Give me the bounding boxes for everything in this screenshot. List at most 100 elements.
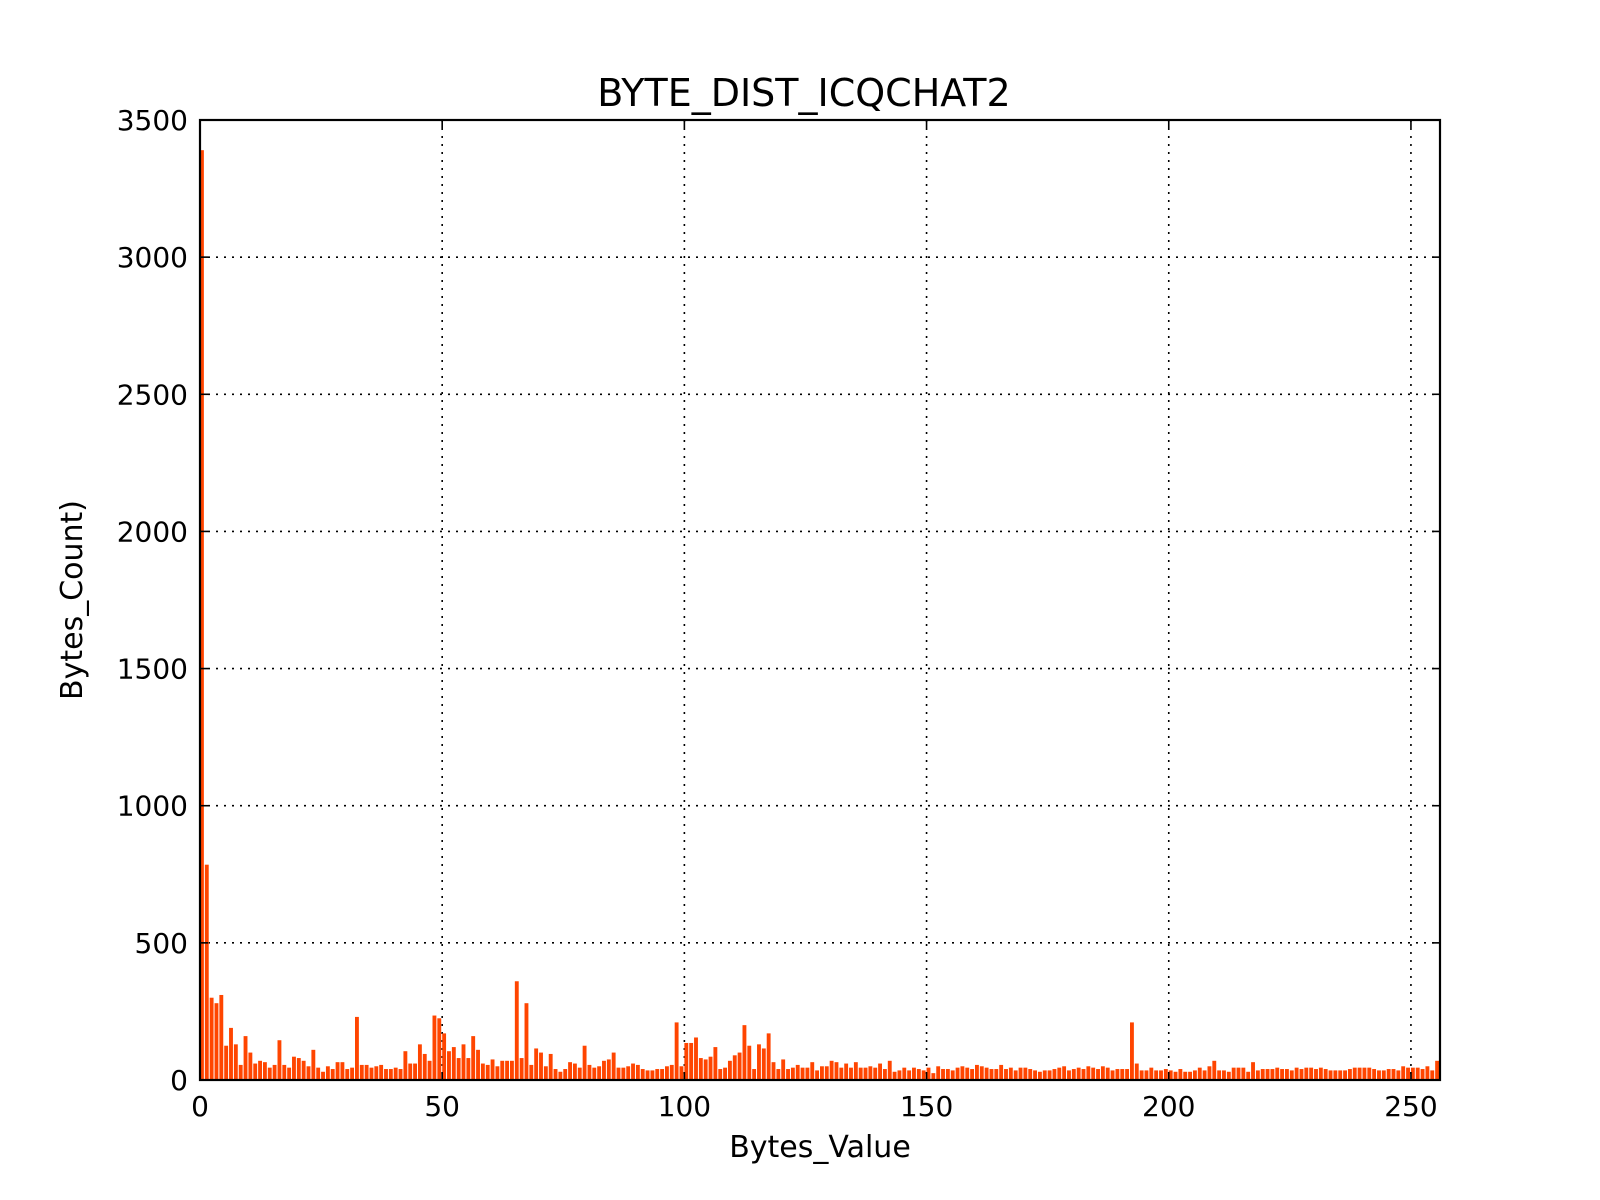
bar-byte-93 bbox=[650, 1070, 655, 1080]
bar-byte-38 bbox=[384, 1069, 388, 1080]
bar-byte-176 bbox=[1052, 1069, 1057, 1080]
bar-byte-240 bbox=[1362, 1067, 1367, 1080]
bar-byte-178 bbox=[1062, 1066, 1067, 1080]
bar-byte-245 bbox=[1386, 1069, 1391, 1080]
bar-byte-223 bbox=[1280, 1069, 1285, 1080]
bar-byte-57 bbox=[476, 1049, 480, 1080]
bar-byte-75 bbox=[563, 1069, 568, 1080]
bar-byte-78 bbox=[577, 1067, 582, 1080]
bar-byte-187 bbox=[1105, 1067, 1110, 1080]
bar-byte-254 bbox=[1430, 1070, 1435, 1080]
bar-byte-128 bbox=[820, 1066, 824, 1080]
bar-byte-247 bbox=[1396, 1070, 1401, 1080]
bar-byte-134 bbox=[849, 1067, 853, 1080]
bar-byte-167 bbox=[1008, 1067, 1013, 1080]
y-tick-label: 0 bbox=[170, 1064, 188, 1097]
bar-byte-168 bbox=[1013, 1070, 1018, 1080]
grid-lines bbox=[199, 119, 1440, 1081]
bar-byte-175 bbox=[1047, 1070, 1052, 1080]
bar-byte-222 bbox=[1275, 1067, 1280, 1080]
bar-byte-198 bbox=[1159, 1070, 1163, 1080]
bar-byte-42 bbox=[403, 1051, 408, 1080]
bar-byte-111 bbox=[737, 1052, 742, 1080]
bar-byte-131 bbox=[834, 1062, 839, 1080]
bar-byte-47 bbox=[427, 1060, 432, 1080]
bar-byte-251 bbox=[1415, 1067, 1420, 1080]
bar-byte-122 bbox=[790, 1067, 795, 1080]
y-tick-label: 3000 bbox=[117, 241, 188, 274]
bar-byte-50 bbox=[442, 1033, 447, 1080]
bar-byte-5 bbox=[224, 1045, 229, 1080]
bar-byte-250 bbox=[1410, 1067, 1415, 1080]
bar-byte-88 bbox=[626, 1066, 631, 1080]
bar-byte-72 bbox=[548, 1053, 553, 1080]
bar-byte-141 bbox=[882, 1069, 887, 1080]
bar-byte-195 bbox=[1144, 1070, 1149, 1080]
x-axis-label: Bytes_Value bbox=[729, 1130, 911, 1165]
bar-byte-71 bbox=[543, 1066, 548, 1080]
bar-byte-253 bbox=[1425, 1066, 1430, 1080]
bar-byte-140 bbox=[878, 1063, 882, 1080]
bar-byte-113 bbox=[747, 1045, 752, 1080]
bar-byte-110 bbox=[732, 1055, 737, 1080]
bar-byte-9 bbox=[243, 1036, 248, 1080]
bar-byte-49 bbox=[437, 1018, 442, 1080]
bar-byte-160 bbox=[975, 1064, 979, 1080]
bar-byte-77 bbox=[572, 1063, 577, 1080]
bar-byte-109 bbox=[727, 1060, 732, 1080]
bar-byte-213 bbox=[1231, 1067, 1236, 1080]
bar-byte-87 bbox=[621, 1067, 626, 1080]
bar-byte-114 bbox=[752, 1069, 757, 1080]
bar-byte-37 bbox=[379, 1064, 384, 1080]
bar-byte-104 bbox=[703, 1059, 708, 1080]
bar-byte-29 bbox=[340, 1062, 345, 1080]
bar-byte-86 bbox=[616, 1067, 621, 1080]
y-tick-label: 2000 bbox=[117, 515, 188, 548]
bar-byte-237 bbox=[1347, 1069, 1352, 1080]
bar-byte-190 bbox=[1120, 1069, 1125, 1080]
bar-byte-188 bbox=[1110, 1070, 1115, 1080]
bar-byte-74 bbox=[558, 1071, 563, 1080]
bar-byte-166 bbox=[1004, 1069, 1008, 1080]
bar-byte-73 bbox=[553, 1069, 558, 1080]
bar-byte-233 bbox=[1328, 1070, 1333, 1080]
bar-byte-36 bbox=[374, 1066, 379, 1080]
y-tick-label: 3500 bbox=[117, 104, 188, 137]
bar-byte-22 bbox=[306, 1066, 311, 1080]
bar-byte-180 bbox=[1071, 1069, 1076, 1080]
bar-byte-24 bbox=[316, 1067, 321, 1080]
bar-byte-145 bbox=[902, 1067, 907, 1080]
bar-byte-7 bbox=[233, 1044, 238, 1080]
bar-byte-80 bbox=[587, 1064, 592, 1080]
bar-byte-219 bbox=[1260, 1069, 1265, 1080]
bar-byte-26 bbox=[325, 1066, 330, 1080]
bar-byte-11 bbox=[253, 1063, 258, 1080]
bar-byte-12 bbox=[258, 1060, 262, 1080]
bar-byte-158 bbox=[965, 1067, 970, 1080]
bar-byte-100 bbox=[684, 1042, 689, 1080]
bar-byte-19 bbox=[292, 1056, 296, 1080]
bar-byte-172 bbox=[1033, 1070, 1037, 1080]
bar-byte-208 bbox=[1207, 1066, 1212, 1080]
bar-byte-148 bbox=[916, 1069, 921, 1080]
bar-byte-238 bbox=[1352, 1067, 1357, 1080]
bar-byte-6 bbox=[229, 1027, 233, 1080]
bar-byte-202 bbox=[1178, 1069, 1183, 1080]
bar-byte-221 bbox=[1270, 1069, 1275, 1080]
bar-byte-185 bbox=[1096, 1069, 1100, 1080]
bar-byte-255 bbox=[1435, 1060, 1440, 1080]
bar-byte-69 bbox=[534, 1048, 539, 1080]
bar-byte-248 bbox=[1401, 1066, 1406, 1080]
y-tick-labels: 0 500 1000 1500 2000 2500 3000 3500 bbox=[117, 104, 188, 1097]
bar-byte-30 bbox=[345, 1069, 350, 1080]
bar-byte-192 bbox=[1130, 1022, 1134, 1080]
x-tick-label: 250 bbox=[1384, 1090, 1437, 1123]
bar-byte-14 bbox=[267, 1067, 272, 1080]
bar-byte-8 bbox=[238, 1064, 243, 1080]
bar-byte-58 bbox=[480, 1063, 485, 1080]
bar-byte-244 bbox=[1381, 1070, 1386, 1080]
bar-byte-152 bbox=[936, 1066, 941, 1080]
bar-byte-0 bbox=[200, 150, 204, 1080]
bar-byte-63 bbox=[505, 1060, 510, 1080]
bar-byte-20 bbox=[296, 1058, 301, 1080]
